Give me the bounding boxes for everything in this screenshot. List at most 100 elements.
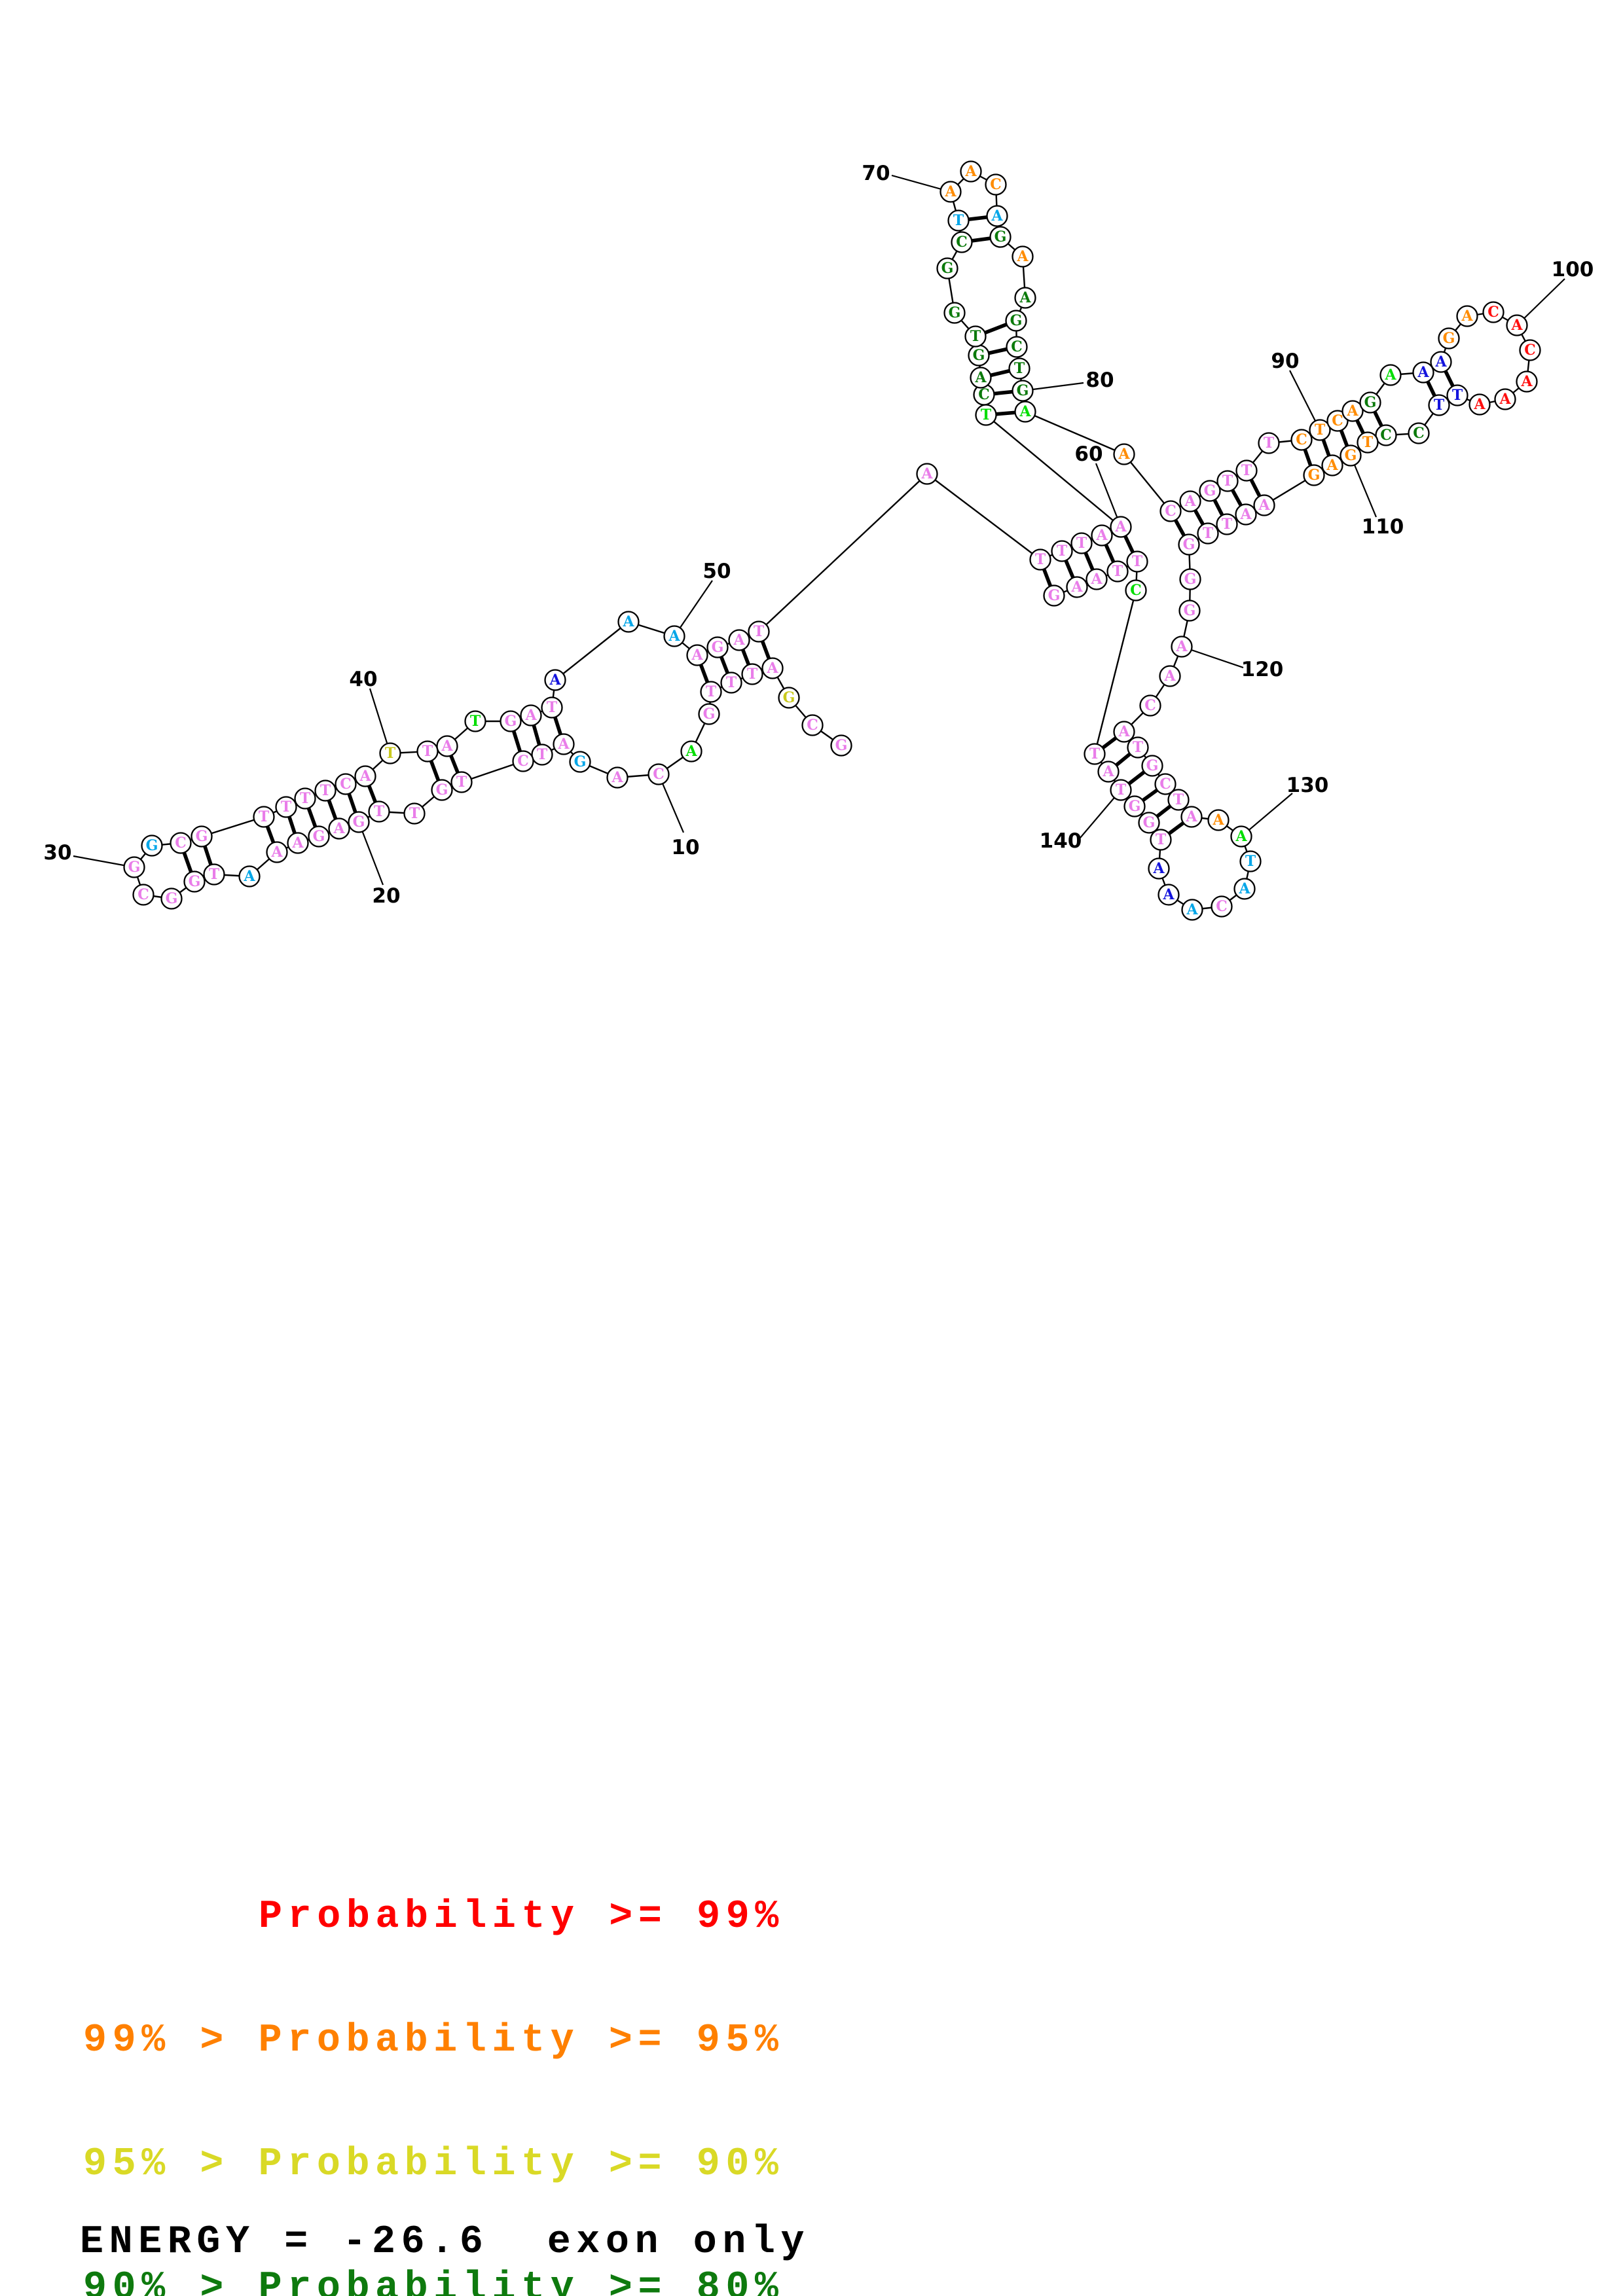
nucleotide-118: G xyxy=(1178,600,1201,622)
label-leader-line xyxy=(1289,370,1321,431)
nucleotide-circle xyxy=(170,832,192,854)
nucleotide-67: C xyxy=(951,231,973,253)
nucleotide-letter: A xyxy=(974,369,987,386)
nucleotide-113: A xyxy=(1235,503,1257,526)
nucleotide-131: A xyxy=(1233,878,1256,900)
nucleotide-circle xyxy=(936,257,958,279)
nucleotide-107: C xyxy=(1375,424,1397,446)
nucleotide-102: A xyxy=(1494,388,1516,410)
nucleotide-letter: A xyxy=(524,707,537,724)
nucleotide-82: C xyxy=(1159,500,1182,522)
nucleotide-letter: A xyxy=(1175,638,1188,655)
nucleotide-letter: T xyxy=(409,805,420,822)
nucleotide-100: C xyxy=(1519,339,1541,361)
nucleotide-circle xyxy=(1253,494,1275,516)
nucleotide-letter: T xyxy=(456,774,467,791)
nucleotide-47: A xyxy=(544,669,566,691)
nucleotide-letter: T xyxy=(1241,462,1252,479)
label-leader-line xyxy=(1241,793,1293,837)
nucleotide-84: G xyxy=(1199,480,1221,502)
nucleotide-letter: C xyxy=(1487,304,1499,321)
nucleotide-circle xyxy=(1180,806,1203,828)
nucleotide-46: T xyxy=(541,696,563,719)
nucleotide-circle xyxy=(1482,301,1504,323)
nucleotide-85: T xyxy=(1216,470,1239,492)
nucleotide-letter: G xyxy=(1204,482,1216,499)
nucleotide-letter: T xyxy=(1434,397,1445,414)
nucleotide-circle xyxy=(1233,878,1256,900)
nucleotide-letter: C xyxy=(1413,425,1425,442)
nucleotide-74: A xyxy=(1012,245,1034,268)
nucleotide-circle xyxy=(1084,743,1106,765)
nucleotide-97: A xyxy=(1456,305,1478,327)
nucleotide-letter: T xyxy=(747,666,758,683)
nucleotide-letter: A xyxy=(964,163,977,180)
position-label: 70 xyxy=(862,162,890,185)
nucleotide-122: A xyxy=(1113,721,1135,743)
nucleotide-letter: A xyxy=(1473,396,1486,413)
nucleotide-132: C xyxy=(1211,895,1233,918)
nucleotide-letter: T xyxy=(1133,739,1144,756)
nucleotide-letter: G xyxy=(949,304,961,321)
nucleotide-letter: T xyxy=(706,683,717,700)
nucleotide-circle xyxy=(1235,459,1258,482)
nucleotide-letter: A xyxy=(1114,518,1127,535)
nucleotide-124: G xyxy=(1141,755,1163,777)
nucleotide-letter: G xyxy=(1345,447,1357,464)
nucleotide-circle xyxy=(1014,287,1036,309)
nucleotide-letter: A xyxy=(1235,828,1247,845)
nucleotide-137: G xyxy=(1138,812,1160,834)
nucleotide-letter: C xyxy=(340,776,352,793)
position-label: 40 xyxy=(349,668,377,691)
nucleotide-116: G xyxy=(1178,533,1200,556)
nucleotide-circle xyxy=(348,811,370,833)
position-label: 130 xyxy=(1286,774,1329,797)
nucleotide-letter: G xyxy=(973,347,985,364)
backbone-segment xyxy=(1123,454,1171,512)
nucleotide-circle xyxy=(1199,480,1221,502)
nucleotide-13: A xyxy=(553,733,575,755)
nucleotide-31: G xyxy=(141,834,163,857)
nucleotide-circle xyxy=(1138,812,1160,834)
nucleotide-letter: A xyxy=(685,743,697,760)
nucleotide-letter: A xyxy=(557,736,570,753)
nucleotide-letter: T xyxy=(259,808,270,825)
nucleotide-letter: T xyxy=(300,790,311,807)
nucleotide-letter: T xyxy=(1076,535,1087,552)
nucleotide-letter: T xyxy=(1116,781,1127,798)
nucleotide-72: A xyxy=(986,205,1008,227)
nucleotide-letter: G xyxy=(1443,330,1455,347)
nucleotide-80: A xyxy=(1014,401,1036,423)
nucleotide-129: A xyxy=(1230,825,1252,848)
label-leader-line xyxy=(1095,463,1122,528)
nucleotide-circle xyxy=(680,740,702,762)
nucleotide-68: T xyxy=(947,209,970,232)
nucleotide-circle xyxy=(253,806,275,828)
nucleotide-99: A xyxy=(1506,314,1528,336)
nucleotide-112: A xyxy=(1253,494,1275,516)
nucleotide-circle xyxy=(1309,419,1331,441)
nucleotide-78: T xyxy=(1008,357,1030,380)
nucleotide-letter: T xyxy=(422,743,433,760)
nucleotide-14: T xyxy=(531,744,553,766)
nucleotide-letter: C xyxy=(1332,412,1343,429)
nucleotide-8: G xyxy=(698,703,720,725)
nucleotide-59: A xyxy=(1110,516,1132,538)
nucleotide-95: A xyxy=(1430,351,1452,373)
nucleotide-letter: A xyxy=(1499,391,1511,408)
nucleotide-83: A xyxy=(1179,490,1201,512)
nucleotide-circle xyxy=(830,734,852,757)
position-label: 30 xyxy=(43,841,71,865)
legend-item-99: Probability >= 99% xyxy=(259,1895,784,1939)
nucleotide-circle xyxy=(203,863,225,886)
nucleotide-7: T xyxy=(700,681,722,703)
nucleotide-circle xyxy=(1216,470,1239,492)
nucleotide-circle xyxy=(720,672,742,694)
position-label: 90 xyxy=(1271,350,1299,373)
nucleotide-letter: T xyxy=(953,212,964,229)
nucleotide-96: G xyxy=(1438,327,1460,350)
nucleotide-circle xyxy=(450,771,473,793)
nucleotide-11: A xyxy=(606,766,629,789)
nucleotide-48: A xyxy=(617,611,640,633)
